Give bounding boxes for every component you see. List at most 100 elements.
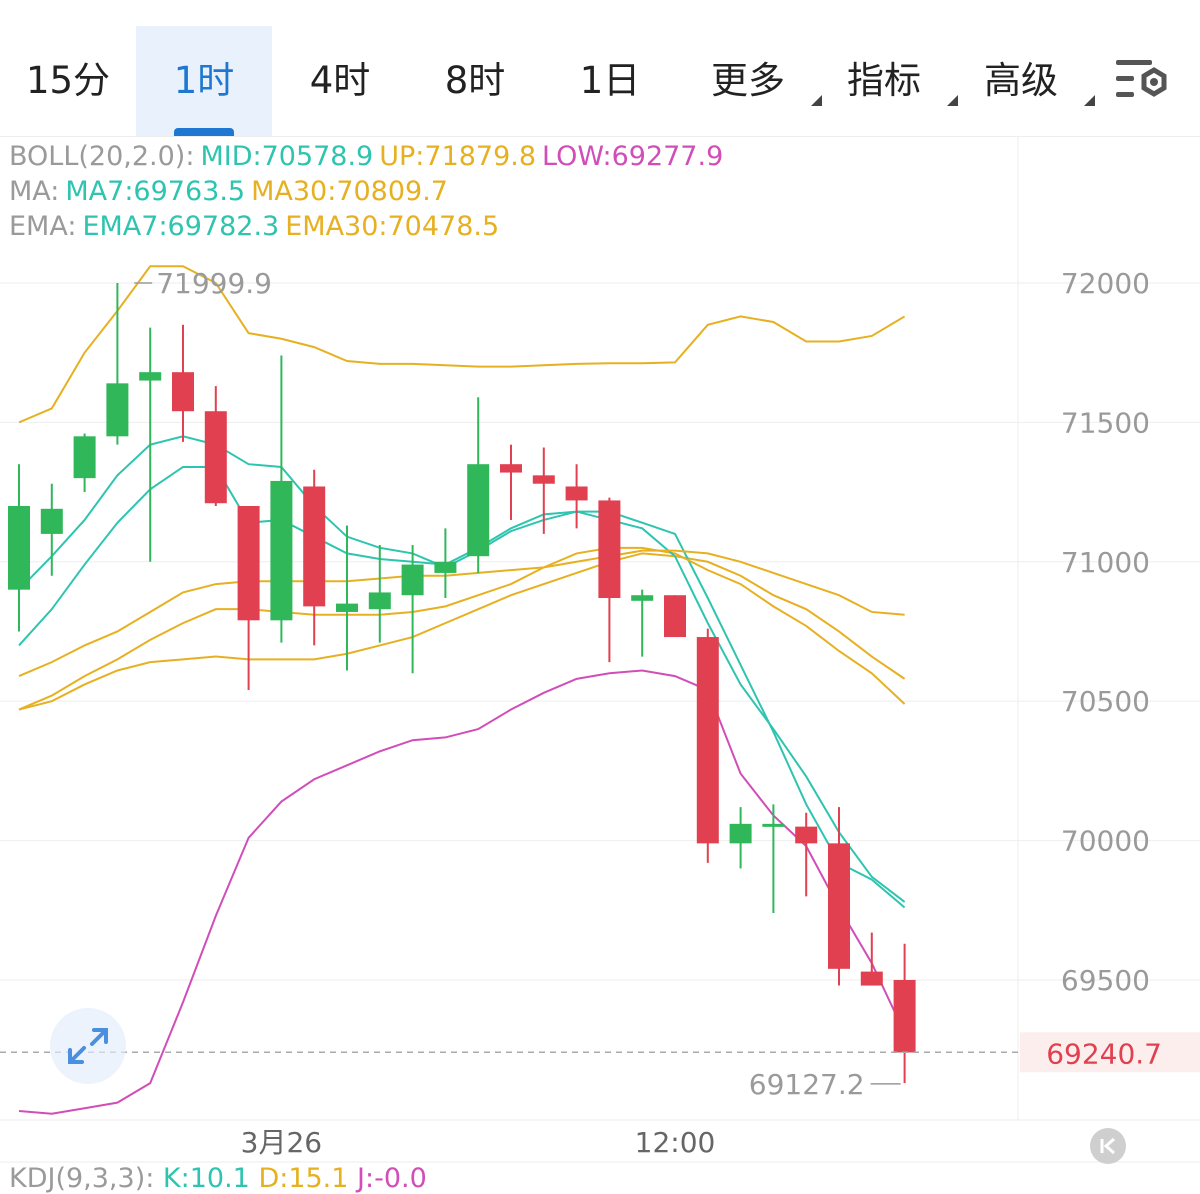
expand-arrows-icon: [68, 1028, 108, 1064]
candle-down: [565, 464, 588, 529]
dropdown-caret-icon: [947, 95, 958, 106]
high-marker-label: 71999.9: [156, 267, 272, 300]
tab-8h[interactable]: 8时: [415, 26, 535, 136]
fullscreen-button[interactable]: [50, 1008, 126, 1084]
tab-label: 1时: [173, 59, 235, 102]
low-marker-label: 69127.2: [749, 1068, 865, 1101]
x-tick-label: 3月26: [241, 1126, 322, 1159]
candle-up: [40, 483, 63, 576]
tab-advanced[interactable]: 高级: [961, 26, 1095, 136]
ema7-value: EMA7:69782.3: [82, 211, 280, 242]
candle-body: [73, 436, 96, 479]
tab-4h[interactable]: 4时: [280, 26, 400, 136]
chart-settings-icon: [1116, 60, 1167, 97]
candle-body: [631, 595, 654, 601]
y-tick-label: 71000: [1061, 546, 1150, 579]
candle-down: [828, 807, 850, 986]
kdj-prefix: KDJ(9,3,3):: [9, 1163, 155, 1194]
candle-down: [860, 932, 883, 986]
ema30-value: EMA30:70478.5: [285, 211, 500, 242]
y-tick-label: 70000: [1061, 825, 1150, 858]
candle-down: [303, 469, 326, 646]
series-line-ma7: [18, 435, 906, 909]
tab-indicators[interactable]: 指标: [824, 26, 958, 136]
candle-body: [860, 971, 883, 986]
candle-body: [336, 603, 358, 612]
tab-label: 1日: [579, 59, 641, 102]
candle-up: [8, 464, 30, 632]
x-tick-label: 12:00: [635, 1126, 716, 1159]
scroll-to-latest-button[interactable]: [1090, 1128, 1126, 1164]
tab-divider: [0, 136, 1200, 137]
candle-down: [237, 506, 260, 691]
tab-label: 8时: [444, 59, 506, 102]
y-tick-label: 72000: [1061, 267, 1150, 300]
series-line-mid: [18, 552, 906, 711]
tab-label: 4时: [309, 59, 371, 102]
kdj-j: J:-0.0: [357, 1163, 427, 1194]
candle-body: [795, 826, 818, 844]
candle-body: [204, 411, 227, 504]
dropdown-caret-icon: [1084, 95, 1095, 106]
candle-down: [500, 444, 522, 520]
boll-prefix: BOLL(20,2.0):: [9, 141, 195, 172]
tab-more[interactable]: 更多: [688, 26, 822, 136]
candle-body: [401, 564, 424, 596]
candle-up: [729, 807, 752, 869]
tab-label: 高级: [984, 59, 1058, 102]
boll-up: UP:71879.8: [379, 141, 537, 172]
ema-prefix: EMA:: [9, 211, 77, 242]
candle-down: [172, 324, 194, 442]
candle-body: [762, 823, 785, 827]
candle-up: [467, 397, 490, 573]
candle-up: [106, 282, 129, 445]
boll-mid: MID:70578.9: [200, 141, 374, 172]
candle-down: [532, 447, 555, 534]
candle-body: [106, 383, 129, 437]
candle-down: [795, 812, 818, 897]
candle-body: [696, 637, 719, 844]
tab-label: 15分: [25, 59, 111, 102]
timeframe-tab-bar: 15分 1时 4时 8时 1日 更多 指标 高级: [0, 0, 1200, 136]
candle-up: [336, 525, 358, 671]
tab-1d[interactable]: 1日: [550, 26, 670, 136]
candle-body: [598, 500, 621, 599]
series-line-up: [18, 265, 906, 424]
ma7-value: MA7:69763.5: [65, 176, 246, 207]
candle-body: [467, 464, 490, 557]
last-price-label: 69240.7: [1046, 1037, 1162, 1070]
candle-body: [270, 480, 293, 621]
tab-label: 更多: [711, 59, 785, 102]
candle-up: [73, 433, 96, 493]
candle-up: [270, 355, 293, 643]
y-tick-label: 71500: [1061, 406, 1150, 439]
candle-body: [172, 372, 194, 412]
dropdown-caret-icon: [811, 95, 822, 106]
candle-body: [500, 464, 522, 473]
chart-settings-button[interactable]: [1112, 56, 1172, 106]
ma-legend: MA: MA7:69763.5 MA30:70809.7: [9, 177, 454, 207]
y-tick-label: 69500: [1061, 964, 1150, 997]
active-tab-indicator: [174, 128, 234, 136]
candle-body: [8, 506, 30, 590]
y-tick-label: 70500: [1061, 685, 1150, 718]
kdj-legend: KDJ(9,3,3): K:10.1 D:15.1 J:-0.0: [9, 1164, 427, 1194]
tab-15m[interactable]: 15分: [8, 26, 128, 136]
candle-down: [598, 497, 621, 663]
candle-up: [139, 327, 162, 562]
candle-up: [401, 545, 424, 674]
candle-body: [532, 475, 555, 484]
candle-body: [303, 486, 326, 607]
candle-up: [762, 804, 785, 914]
series-line-ema7: [18, 465, 906, 903]
ema-legend: EMA: EMA7:69782.3 EMA30:70478.5: [9, 212, 505, 242]
candle-body: [139, 372, 162, 381]
skip-to-end-icon: [1100, 1137, 1115, 1155]
candle-up: [434, 528, 457, 599]
candle-down: [664, 595, 686, 638]
tab-label: 指标: [847, 59, 921, 102]
tab-1h[interactable]: 1时: [136, 26, 272, 136]
boll-legend: BOLL(20,2.0): MID:70578.9 UP:71879.8 LOW:69…: [9, 142, 729, 172]
candle-down: [696, 628, 719, 863]
